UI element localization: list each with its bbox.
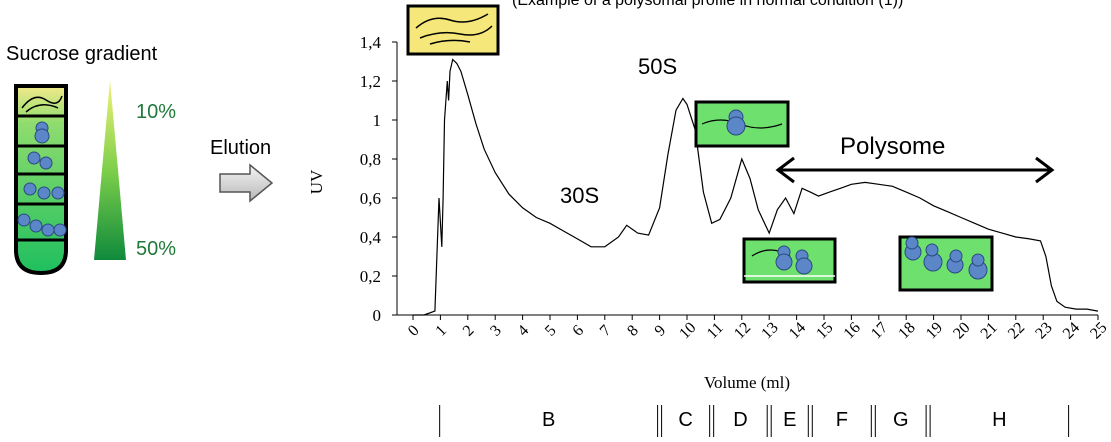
fraction-label: F	[836, 409, 848, 431]
x-axis-label: Volume (ml)	[704, 373, 790, 392]
x-tick-label: 2	[460, 322, 478, 340]
y-tick-label: 1	[373, 111, 382, 130]
y-tick-label: 0,8	[360, 150, 381, 169]
fraction-c: C	[661, 405, 711, 437]
figure-caption: (Example of a polysomal profile in norma…	[512, 0, 903, 9]
tube-ribosome-icon	[34, 128, 50, 144]
fraction-bracket	[713, 405, 768, 437]
fraction-h: H	[929, 405, 1070, 437]
tube-title: Sucrose gradient	[6, 43, 158, 65]
fraction-label: B	[542, 409, 555, 431]
elution-arrow: Elution	[210, 137, 274, 203]
x-tick-label: 24	[1060, 319, 1083, 342]
y-tick-label: 0	[373, 306, 382, 325]
x-tick-label: 6	[569, 322, 587, 340]
tube-ribosome-icon	[51, 186, 65, 200]
heavy-polysome-box-icon	[898, 235, 994, 292]
x-tick-label: 12	[731, 319, 754, 342]
x-tick-label: 23	[1032, 319, 1055, 342]
tube-ribosome-icon	[39, 156, 53, 170]
fraction-bracket	[661, 405, 711, 437]
y-axis-label: UV	[307, 169, 326, 194]
tube-ribosome-icon	[53, 223, 67, 237]
y-tick-label: 0,4	[360, 228, 382, 247]
fraction-label: D	[733, 409, 747, 431]
polysome-label: Polysome	[840, 133, 945, 160]
fraction-g: G	[874, 405, 927, 437]
y-tick-label: 0,2	[360, 267, 381, 286]
y-tick-layer: 0 0,2 0,4 0,6 0,8 1 1,2 1,4	[360, 33, 397, 325]
fraction-bracket	[811, 405, 872, 437]
fraction-label: H	[992, 409, 1006, 431]
gradient-triangle	[94, 80, 126, 260]
x-tick-label: 22	[1005, 319, 1028, 342]
fraction-d: D	[713, 405, 768, 437]
tube-ribosome-icon	[27, 151, 41, 165]
fraction-brackets: B C D E F G H	[439, 405, 1070, 437]
fraction-bracket	[439, 405, 659, 437]
fraction-bracket	[929, 405, 1070, 437]
x-tick-label: 8	[624, 322, 642, 340]
x-tick-label: 20	[950, 319, 973, 342]
mrna-box-icon	[406, 4, 500, 56]
x-tick-label: 3	[487, 322, 505, 340]
bottom-percent: 50%	[136, 238, 176, 260]
fraction-label: E	[783, 409, 796, 431]
tube-ribosome-icon	[29, 219, 43, 233]
x-tick-label: 25	[1087, 319, 1110, 342]
x-tick-label: 13	[758, 319, 781, 342]
fraction-bracket	[770, 405, 809, 437]
x-tick-label: 11	[704, 319, 727, 342]
x-tick-label: 15	[813, 319, 836, 342]
x-tick-label: 10	[676, 319, 699, 342]
x-tick-label: 5	[542, 322, 560, 340]
x-tick-label: 1	[432, 322, 450, 340]
x-tick-label: 0	[405, 322, 423, 340]
tube-body	[14, 84, 68, 276]
y-tick-label: 1,4	[360, 33, 382, 52]
tube-ribosome-icon	[17, 213, 31, 227]
y-tick-label: 1,2	[360, 72, 381, 91]
x-tick-label: 19	[923, 319, 946, 342]
y-tick-label: 0,6	[360, 189, 381, 208]
light-polysome-box-icon	[742, 237, 837, 284]
sucrose-tube-diagram: Sucrose gradient 10% 50%	[6, 43, 176, 276]
x-tick-label: 17	[868, 319, 891, 342]
fraction-label: G	[893, 409, 909, 431]
elution-label: Elution	[210, 137, 271, 159]
uv-profile-chart: 00,20,40,60,811,21,4 0 1 2 3 4 5 6 7 8 9 10 11 12 13 1…	[307, 4, 1110, 437]
x-tick-layer: 0 1 2 3 4 5 6 7 8 9 10 11 12 13 14 15 16 17 18 19 20 21 22 23 24…	[405, 315, 1110, 342]
x-tick-label: 4	[515, 322, 533, 340]
x-tick-label: 18	[895, 319, 918, 342]
fraction-label: C	[678, 409, 692, 431]
elution-arrow-shape	[219, 163, 274, 203]
peak-30s-label: 30S	[560, 183, 599, 208]
tube-mrna-icon	[21, 95, 63, 113]
uv-series-line	[413, 58, 1099, 316]
fraction-b: B	[439, 405, 659, 437]
fraction-e: E	[770, 405, 809, 437]
x-tick-label: 21	[978, 319, 1001, 342]
x-tick-label: 16	[841, 319, 864, 342]
tube-ribosome-icon	[23, 182, 37, 196]
tube-ribosome-icon	[41, 223, 55, 237]
x-tick-label: 9	[652, 322, 670, 340]
top-percent: 10%	[136, 101, 176, 123]
fraction-f: F	[811, 405, 872, 437]
polysome-range-arrow	[775, 156, 1055, 184]
peak-50s-label: 50S	[638, 54, 677, 79]
tube-ribosome-icon	[37, 186, 51, 200]
x-tick-label: 14	[786, 319, 809, 342]
fraction-bracket	[874, 405, 927, 437]
x-tick-label: 7	[597, 322, 615, 340]
monosome-box-icon	[694, 100, 790, 148]
